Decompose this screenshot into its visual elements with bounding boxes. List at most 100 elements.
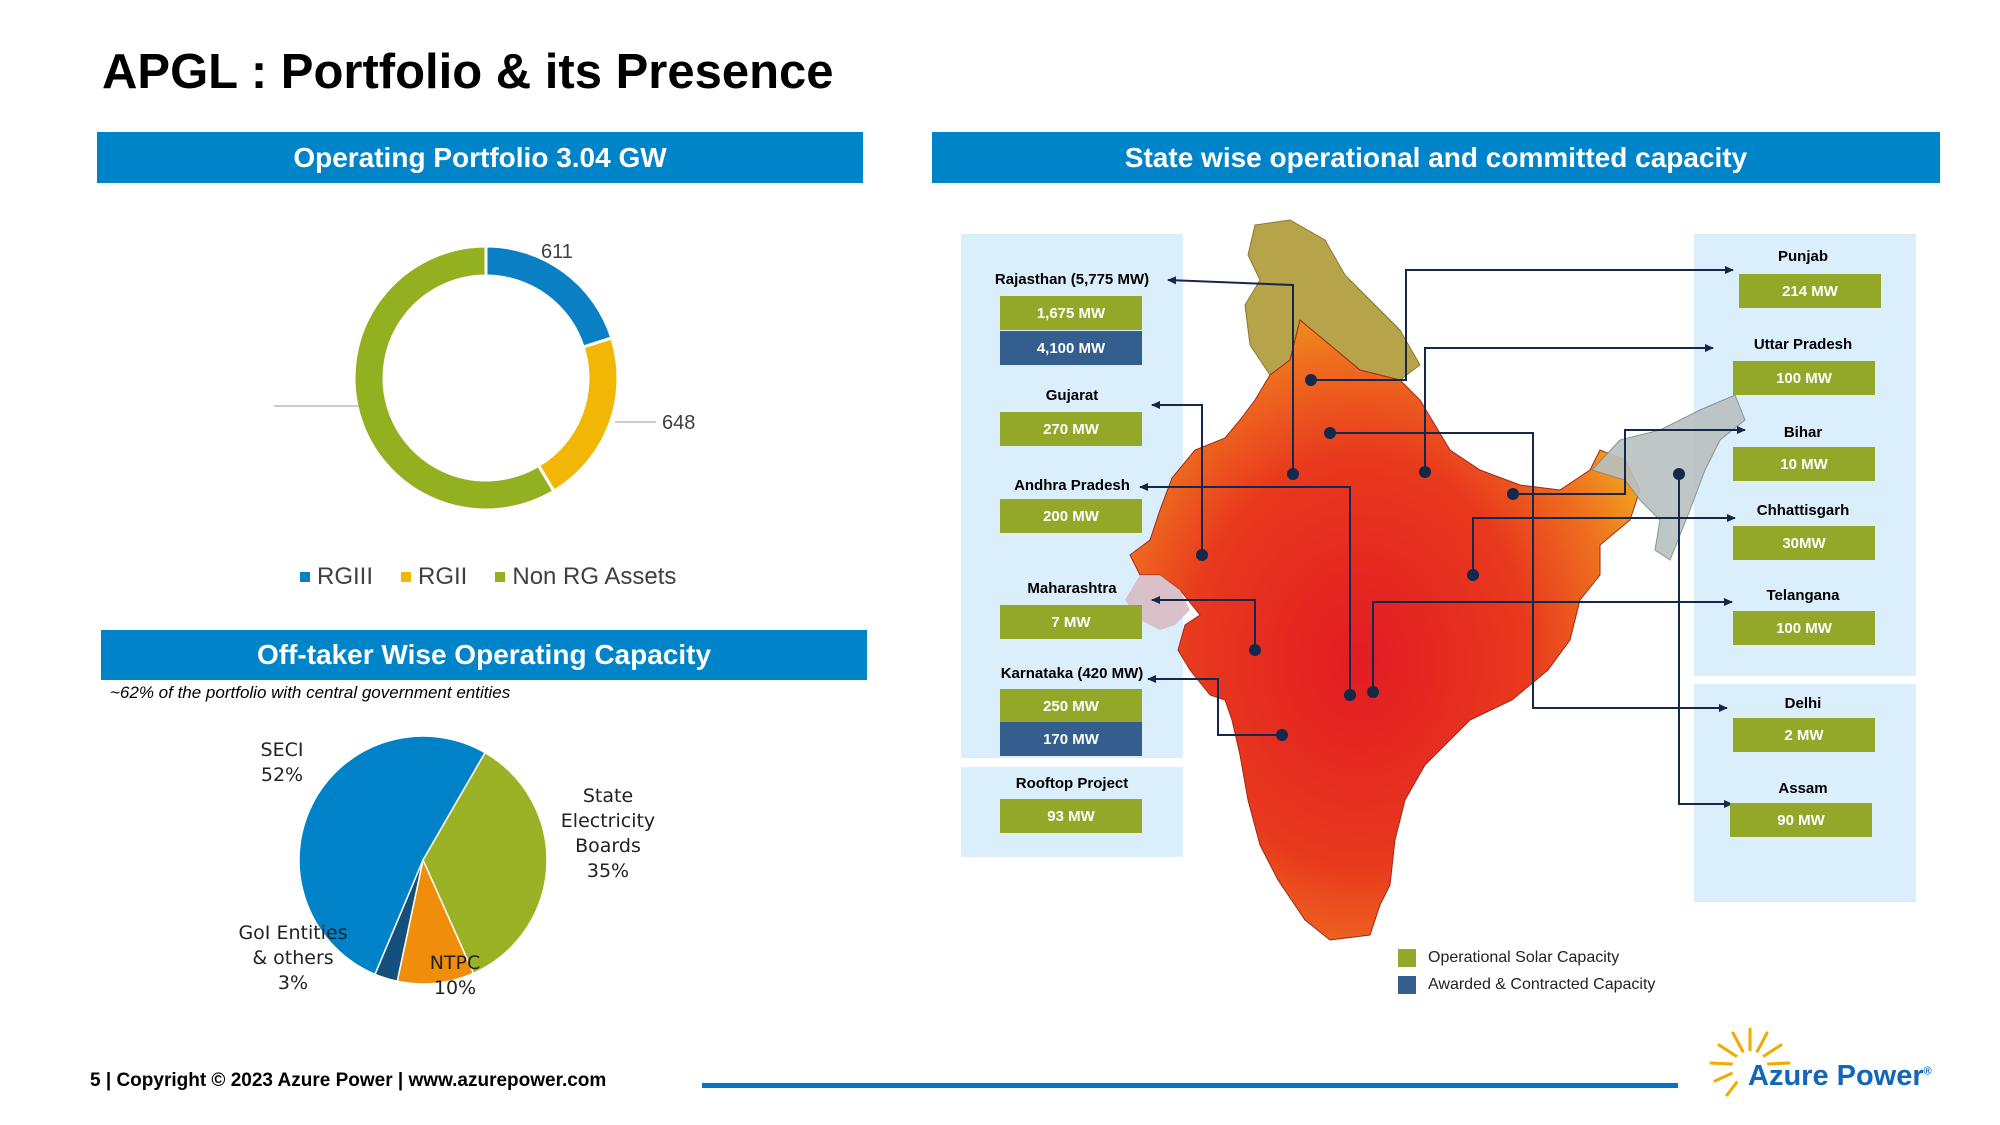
connector-delhi — [1330, 432, 1728, 712]
pie-label-seb-pct: 35% — [586, 860, 630, 882]
connector-up — [1424, 344, 1714, 472]
state-name-rooftop: Rooftop Project — [1015, 775, 1129, 792]
cap-bihar-operational: 10 MW — [1733, 447, 1875, 481]
pie-label-seb-line2: Electricity — [560, 810, 656, 832]
cap-maharashtra-operational: 7 MW — [1000, 605, 1142, 639]
pie-label-ntpc: NTPC 10% — [420, 951, 490, 1001]
donut-chart: 6116481,782 — [274, 241, 695, 512]
pie-label-ntpc-name: NTPC — [429, 952, 481, 974]
dot-assam — [1673, 468, 1685, 480]
dot-andhra — [1344, 689, 1356, 701]
connector-andhra — [1139, 483, 1351, 695]
cap-telangana-operational: 100 MW — [1733, 611, 1875, 645]
state-name-gujarat: Gujarat — [1045, 387, 1099, 404]
page-title: APGL : Portfolio & its Presence — [102, 45, 834, 99]
dot-gujarat — [1196, 549, 1208, 561]
donut-data-label-rgii: 648 — [662, 412, 695, 434]
pie-label-goi: GoI Entities & others 3% — [228, 921, 358, 996]
dot-karnataka — [1276, 729, 1288, 741]
logo-text: Azure Power — [1748, 1060, 1924, 1092]
cap-gujarat-operational: 270 MW — [1000, 412, 1142, 446]
cap-karnataka-awarded: 170 MW — [1000, 722, 1142, 756]
cap-rajasthan-operational: 1,675 MW — [1000, 296, 1142, 330]
offtaker-note: ~62% of the portfolio with central gover… — [110, 683, 511, 702]
map-region-mainland — [1129, 319, 1641, 941]
state-name-chhattisgarh: Chhattisgarh — [1756, 502, 1850, 519]
connector-punjab — [1311, 266, 1734, 381]
azure-power-logo: Azure Power® — [1748, 1060, 1932, 1093]
dot-maharashtra — [1249, 644, 1261, 656]
cap-karnataka-operational: 250 MW — [1000, 689, 1142, 723]
dot-punjab — [1305, 374, 1317, 386]
cap-up-operational: 100 MW — [1733, 361, 1875, 395]
offtaker-header: Off-taker Wise Operating Capacity — [101, 630, 867, 680]
legend-label-non-rg: Non RG Assets — [512, 563, 677, 590]
pie-slice-ntpc — [396, 857, 475, 985]
offtaker-pie-chart — [298, 735, 548, 985]
pie-slice-seci — [298, 735, 487, 976]
legend-label-rgii: RGII — [418, 563, 468, 590]
pie-label-seb-line1: State — [582, 785, 634, 807]
legend-item-non-rg: Non RG Assets — [495, 563, 676, 591]
legend-item-rgiii: RGIII — [300, 563, 373, 591]
pie-label-seci-name: SECI — [260, 739, 304, 761]
cap-punjab-operational: 214 MW — [1739, 274, 1881, 308]
map-legend-swatch-operational — [1398, 949, 1416, 967]
pie-label-goi-pct: 3% — [277, 972, 309, 994]
dot-delhi — [1324, 427, 1336, 439]
pie-label-goi-line1: GoI Entities — [238, 922, 348, 944]
connector-assam — [1678, 474, 1733, 808]
state-name-delhi: Delhi — [1784, 695, 1822, 712]
map-legend-label-awarded: Awarded & Contracted Capacity — [1428, 976, 1656, 993]
legend-swatch-rgii — [401, 572, 412, 582]
map-legend-awarded: Awarded & Contracted Capacity — [1398, 976, 1655, 994]
state-name-maharashtra: Maharashtra — [1027, 580, 1117, 597]
state-name-andhra: Andhra Pradesh — [1014, 477, 1130, 494]
cap-andhra-operational: 200 MW — [1000, 499, 1142, 533]
state-name-assam: Assam — [1778, 780, 1828, 797]
connector-telangana — [1372, 598, 1733, 692]
dot-chhattisgarh — [1467, 569, 1479, 581]
donut-slice-non-rg — [352, 244, 556, 512]
legend-label-rgiii: RGIII — [317, 563, 374, 590]
sun-logo-icon — [1709, 1027, 1791, 1097]
state-name-bihar: Bihar — [1783, 424, 1823, 441]
state-name-telangana: Telangana — [1766, 587, 1840, 604]
pie-label-seb: State Electricity Boards 35% — [548, 784, 668, 884]
state-name-punjab: Punjab — [1777, 248, 1828, 265]
cap-assam-operational: 90 MW — [1730, 803, 1872, 837]
logo-registered-mark: ® — [1923, 1065, 1932, 1078]
state-name-up: Uttar Pradesh — [1753, 336, 1853, 353]
dot-bihar — [1507, 488, 1519, 500]
connector-maharashtra — [1151, 596, 1256, 650]
dot-telangana — [1367, 686, 1379, 698]
map-legend-swatch-awarded — [1398, 976, 1416, 994]
pie-label-ntpc-pct: 10% — [433, 977, 477, 999]
footer-divider — [702, 1083, 1678, 1088]
map-legend-operational: Operational Solar Capacity — [1398, 949, 1619, 967]
state-name-rajasthan: Rajasthan (5,775 MW) — [994, 271, 1150, 288]
pie-label-seb-line3: Boards — [575, 835, 641, 857]
pie-label-goi-line2: & others — [252, 947, 334, 969]
connector-karnataka — [1147, 675, 1282, 736]
donut-legend: RGIII RGII Non RG Assets — [300, 563, 676, 591]
cap-rajasthan-awarded: 4,100 MW — [1000, 331, 1142, 365]
statewise-header: State wise operational and committed cap… — [932, 132, 1940, 183]
connector-chhattisgarh — [1472, 514, 1736, 575]
dot-up — [1419, 466, 1431, 478]
cap-chhattisgarh-operational: 30MW — [1733, 526, 1875, 560]
connector-gujarat — [1151, 401, 1203, 555]
connector-bihar — [1513, 426, 1746, 495]
operating-portfolio-header: Operating Portfolio 3.04 GW — [97, 132, 863, 183]
map-legend-label-operational: Operational Solar Capacity — [1428, 949, 1620, 966]
pie-label-seci-pct: 52% — [260, 764, 304, 786]
legend-swatch-rgiii — [300, 572, 310, 582]
state-name-karnataka: Karnataka (420 MW) — [1000, 665, 1144, 682]
map-region-northeast — [1591, 394, 1746, 561]
dot-rajasthan — [1287, 468, 1299, 480]
footer-copyright: 5 | Copyright © 2023 Azure Power | www.a… — [90, 1070, 607, 1091]
legend-item-rgii: RGII — [401, 563, 467, 591]
cap-delhi-operational: 2 MW — [1733, 718, 1875, 752]
cap-rooftop-operational: 93 MW — [1000, 799, 1142, 833]
